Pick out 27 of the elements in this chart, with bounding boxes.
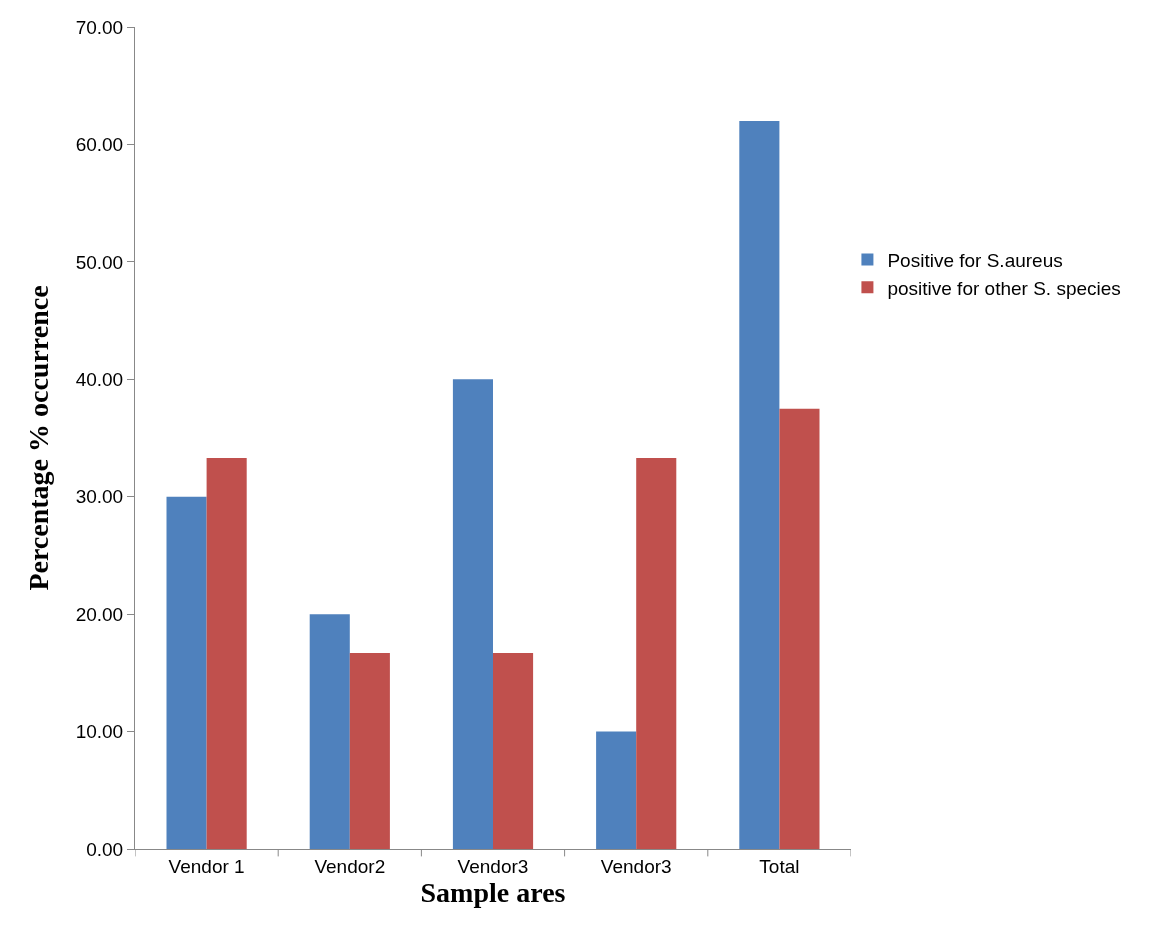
bar <box>349 652 390 849</box>
bar <box>309 614 350 849</box>
y-tick-label: 30.00 <box>75 486 124 508</box>
x-tick-label: Total <box>759 855 800 877</box>
bar <box>636 457 677 849</box>
legend-label: Positive for S.aureus <box>887 249 1063 271</box>
bar <box>596 731 637 849</box>
x-axis-title: Sample ares <box>420 876 566 908</box>
y-tick-label: 0.00 <box>86 838 124 860</box>
y-axis-title: Percentage % occurrence <box>23 285 55 591</box>
legend-label: positive for other S. species <box>887 277 1121 299</box>
x-tick-label: Vendor 1 <box>168 855 245 877</box>
y-tick-label: 40.00 <box>75 368 124 390</box>
bar <box>166 496 207 849</box>
bar <box>779 408 820 849</box>
y-tick-label: 60.00 <box>75 134 124 156</box>
y-tick-label: 70.00 <box>75 16 124 38</box>
bar <box>739 120 780 849</box>
y-tick-label: 50.00 <box>75 251 124 273</box>
y-tick-label: 10.00 <box>75 721 124 743</box>
bar <box>493 652 534 849</box>
bar <box>206 457 247 849</box>
x-tick-label: Vendor3 <box>600 855 672 877</box>
x-tick-label: Vendor3 <box>457 855 529 877</box>
bar <box>452 379 493 849</box>
x-tick-label: Vendor2 <box>314 855 386 877</box>
y-tick-label: 20.00 <box>75 603 124 625</box>
